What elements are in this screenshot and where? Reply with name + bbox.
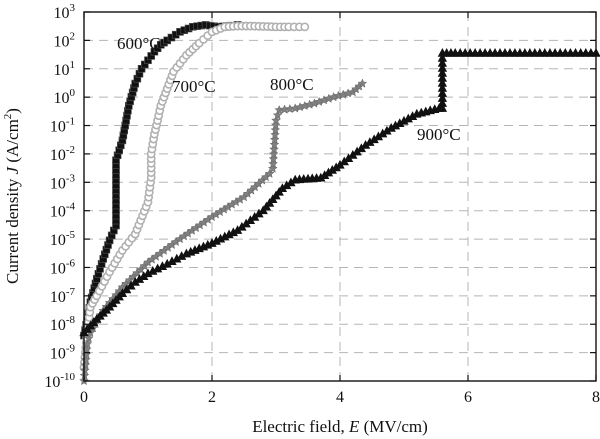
y-tick-label: 10-10 <box>44 371 75 391</box>
data-point <box>269 139 280 149</box>
data-point <box>437 73 448 82</box>
x-tick-label: 0 <box>80 389 88 406</box>
x-tick-label: 8 <box>592 389 600 406</box>
data-point <box>437 88 448 97</box>
y-tick-label: 10-8 <box>50 314 76 334</box>
data-point <box>268 153 279 164</box>
y-tick-label: 101 <box>54 59 76 79</box>
series-label-900: 900°C <box>417 125 461 144</box>
grid <box>84 12 596 381</box>
series-3 <box>79 47 600 337</box>
y-tick-label: 10-9 <box>50 343 76 363</box>
data-point <box>437 78 448 87</box>
data-point <box>357 78 368 88</box>
data-point <box>300 22 310 32</box>
series-label-700: 700°C <box>172 77 216 96</box>
x-tick-label: 6 <box>464 389 472 406</box>
series-label-800: 800°C <box>270 75 314 94</box>
data-point <box>269 134 280 145</box>
y-tick-label: 10-2 <box>50 144 75 164</box>
y-tick-label: 102 <box>54 30 76 50</box>
data-point <box>437 103 448 112</box>
data-point <box>270 129 280 140</box>
x-axis-label: Electric field, E (MV/cm) <box>252 417 428 436</box>
y-tick-label: 10-5 <box>50 229 76 249</box>
data-point <box>437 68 448 77</box>
axis-ticks <box>83 11 597 382</box>
data-point <box>437 57 448 67</box>
data-point <box>437 98 448 107</box>
y-tick-label: 103 <box>54 2 76 22</box>
x-tick-label: 4 <box>336 389 344 406</box>
data-point <box>269 144 280 154</box>
data-point <box>437 63 448 72</box>
x-tick-label: 2 <box>208 389 216 406</box>
y-tick-label: 10-6 <box>50 257 76 277</box>
y-tick-label: 10-3 <box>50 172 76 192</box>
data-point <box>267 163 278 173</box>
data-point <box>268 158 279 169</box>
data-point <box>272 110 283 120</box>
data-point <box>437 83 448 92</box>
y-tick-label: 10-4 <box>50 201 76 221</box>
y-tick-label: 10-7 <box>50 286 76 306</box>
data-point <box>437 52 448 62</box>
data-point <box>271 115 281 125</box>
data-point <box>270 125 281 135</box>
series-layer <box>79 21 600 386</box>
y-tick-label: 100 <box>54 87 76 107</box>
series-label-600: 600°C <box>117 34 161 53</box>
y-tick-label: 10-1 <box>50 116 75 136</box>
data-point <box>268 149 279 159</box>
data-point <box>264 168 275 178</box>
series-labels: 600°C 700°C 800°C 900°C <box>117 34 461 144</box>
y-axis-label: Current density J (A/cm2) <box>2 108 22 284</box>
data-point <box>83 333 94 343</box>
tick-labels: 0 2 4 6 8 10-10 10-9 10-8 10-7 10-6 10-5 10-4 10-3 10… <box>44 2 600 406</box>
data-point <box>270 120 281 130</box>
series-line <box>83 23 238 336</box>
data-point <box>437 93 448 102</box>
